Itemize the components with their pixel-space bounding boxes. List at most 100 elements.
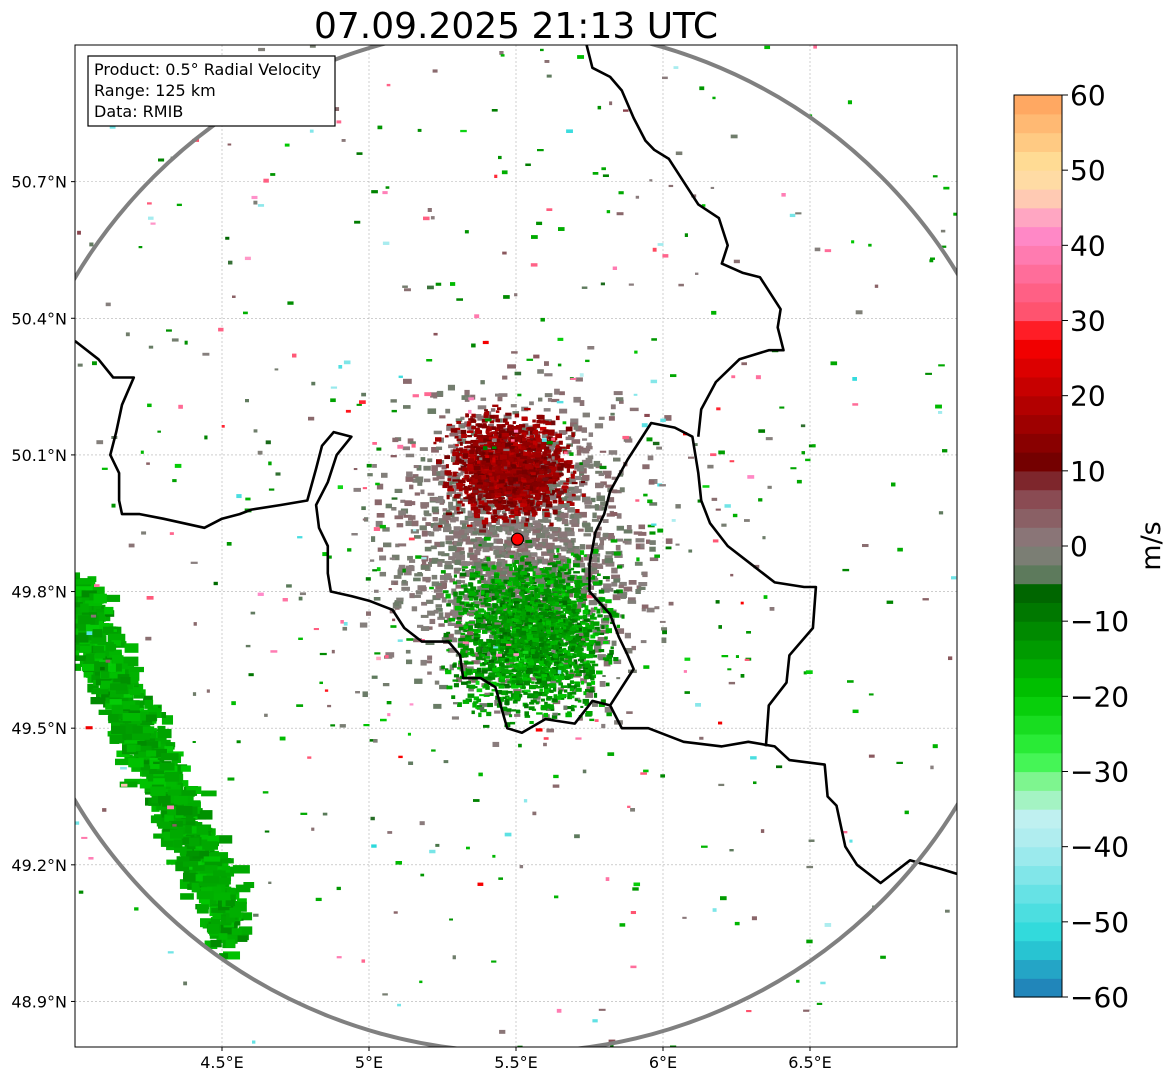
echo-pixel: [523, 447, 531, 451]
echo-pixel: [477, 497, 487, 502]
echo-pixel: [539, 492, 547, 496]
echo-pixel: [483, 683, 490, 688]
echo-pixel: [532, 520, 540, 526]
echo-pixel: [549, 527, 559, 532]
echo-pixel: [550, 562, 556, 565]
echo-pixel: [516, 470, 523, 475]
echo-pixel: [605, 551, 614, 555]
echo-pixel: [462, 561, 471, 566]
echo-pixel: [453, 591, 458, 597]
echo-pixel: [477, 490, 485, 493]
echo-pixel: [566, 477, 570, 483]
echo-pixel: [485, 411, 490, 416]
echo-pixel: [529, 721, 534, 724]
echo-pixel: [552, 576, 557, 579]
echo-pixel: [467, 595, 475, 598]
echo-pixel: [533, 460, 540, 464]
echo-pixel: [584, 637, 590, 641]
echo-pixel: [530, 616, 535, 619]
echo-pixel: [438, 518, 446, 524]
echo-pixel: [494, 467, 498, 473]
echo-pixel: [535, 675, 542, 679]
echo-pixel: [574, 698, 578, 701]
echo-pixel: [465, 634, 470, 639]
echo-pixel: [535, 503, 541, 507]
echo-pixel: [444, 455, 451, 460]
echo-pixel: [498, 657, 503, 663]
echo-pixel: [485, 659, 490, 662]
echo-pixel: [421, 601, 428, 606]
echo-pixel: [547, 467, 552, 471]
echo-pixel: [448, 505, 457, 511]
echo-pixel: [587, 346, 595, 350]
echo-pixel: [536, 438, 541, 443]
echo-pixel: [461, 433, 467, 439]
echo-pixel: [522, 437, 527, 442]
echo-pixel: [542, 441, 550, 446]
echo-pixel: [477, 459, 481, 464]
echo-pixel: [565, 582, 571, 586]
echo-pixel: [475, 706, 480, 709]
echo-pixel: [493, 499, 499, 503]
echo-pixel: [484, 603, 491, 607]
echo-pixel: [549, 652, 555, 656]
echo-pixel: [600, 501, 608, 507]
echo-pixel: [471, 522, 476, 528]
echo-pixel: [582, 463, 589, 468]
echo-pixel: [431, 447, 439, 453]
echo-pixel: [456, 448, 463, 452]
echo-pixel: [565, 450, 572, 455]
echo-pixel: [511, 433, 516, 437]
echo-pixel: [577, 665, 582, 669]
echo-pixel: [552, 461, 557, 465]
echo-pixel: [570, 418, 579, 425]
echo-pixel: [590, 634, 596, 639]
echo-pixel: [463, 610, 468, 615]
echo-pixel: [664, 415, 672, 421]
echo-pixel: [583, 691, 587, 696]
echo-pixel: [550, 626, 554, 630]
echo-pixel: [521, 427, 528, 431]
echo-pixel: [468, 607, 472, 611]
echo-pixel: [565, 620, 573, 624]
echo-pixel: [422, 576, 431, 582]
echo-pixel: [501, 639, 507, 645]
echo-pixel: [538, 420, 546, 424]
echo-pixel: [407, 438, 414, 444]
echo-pixel: [553, 627, 557, 632]
echo-pixel: [409, 593, 415, 599]
echo-pixel: [550, 482, 558, 486]
echo-pixel: [492, 509, 497, 515]
echo-pixel: [593, 621, 600, 626]
echo-pixel: [526, 436, 532, 439]
echo-pixel: [538, 474, 546, 480]
echo-pixel: [567, 655, 574, 659]
echo-pixel: [564, 506, 569, 510]
echo-pixel: [496, 589, 503, 594]
echo-pixel: [529, 401, 534, 406]
echo-pixel: [525, 596, 532, 601]
echo-pixel: [460, 554, 466, 561]
echo-pixel: [500, 454, 507, 460]
echo-pixel: [512, 650, 518, 655]
echo-pixel: [532, 488, 536, 491]
echo-pixel: [526, 459, 534, 464]
echo-pixel: [514, 552, 522, 558]
echo-pixel: [581, 653, 587, 657]
echo-pixel: [510, 404, 517, 408]
echo-pixel: [555, 415, 560, 421]
echo-pixel: [545, 501, 553, 505]
echo-pixel: [453, 574, 457, 578]
echo-pixel: [573, 571, 580, 574]
echo-pixel: [624, 648, 633, 654]
echo-pixel: [531, 553, 538, 557]
echo-pixel: [547, 562, 552, 566]
echo-pixel: [602, 576, 610, 580]
echo-pixel: [549, 533, 555, 540]
echo-pixel: [546, 728, 555, 733]
echo-pixel: [519, 430, 525, 434]
echo-pixel: [448, 501, 454, 508]
echo-pixel: [486, 611, 490, 614]
echo-pixel: [525, 644, 530, 650]
echo-pixel: [495, 545, 505, 552]
